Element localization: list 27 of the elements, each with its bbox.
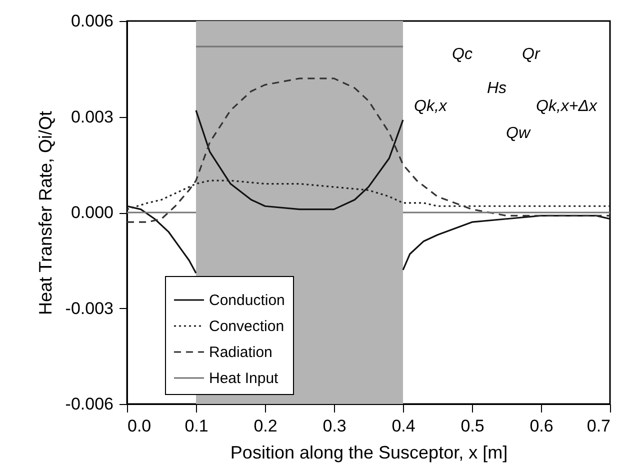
x-tick-label: 0.4 <box>392 416 416 436</box>
x-tick-label: 0.1 <box>184 416 208 436</box>
annotation: Qc <box>452 46 472 63</box>
x-tick-label: 0.7 <box>586 416 610 436</box>
y-tick-label: 0.006 <box>70 12 114 30</box>
legend-label: Conduction <box>209 292 285 309</box>
legend-label: Heat Input <box>209 370 280 387</box>
y-tick-label: 0.003 <box>70 107 114 126</box>
x-tick-label: 0.3 <box>322 416 346 436</box>
y-axis-title: Heat Transfer Rate, Qi/Qt <box>35 110 56 316</box>
y-tick-label: -0.006 <box>65 394 114 414</box>
x-axis-title: Position along the Susceptor, x [m] <box>230 442 508 462</box>
x-tick-label: 0.0 <box>128 416 152 436</box>
x-tick-label: 0.6 <box>530 416 554 436</box>
annotation: Qk,x+Δx <box>536 98 598 115</box>
line-series <box>126 78 611 223</box>
annotation: Qr <box>522 46 540 63</box>
annotation: Qk,x <box>414 98 448 115</box>
x-tick-label: 0.5 <box>460 416 484 436</box>
annotation: Hs <box>487 80 507 97</box>
y-tick-label: 0.000 <box>70 203 114 222</box>
line-series <box>126 180 611 210</box>
legend-label: Convection <box>209 318 284 335</box>
y-tick-label: -0.003 <box>65 298 114 318</box>
annotation: Qw <box>506 125 532 142</box>
x-tick-label: 0.2 <box>254 416 278 436</box>
legend-label: Radiation <box>209 344 272 361</box>
